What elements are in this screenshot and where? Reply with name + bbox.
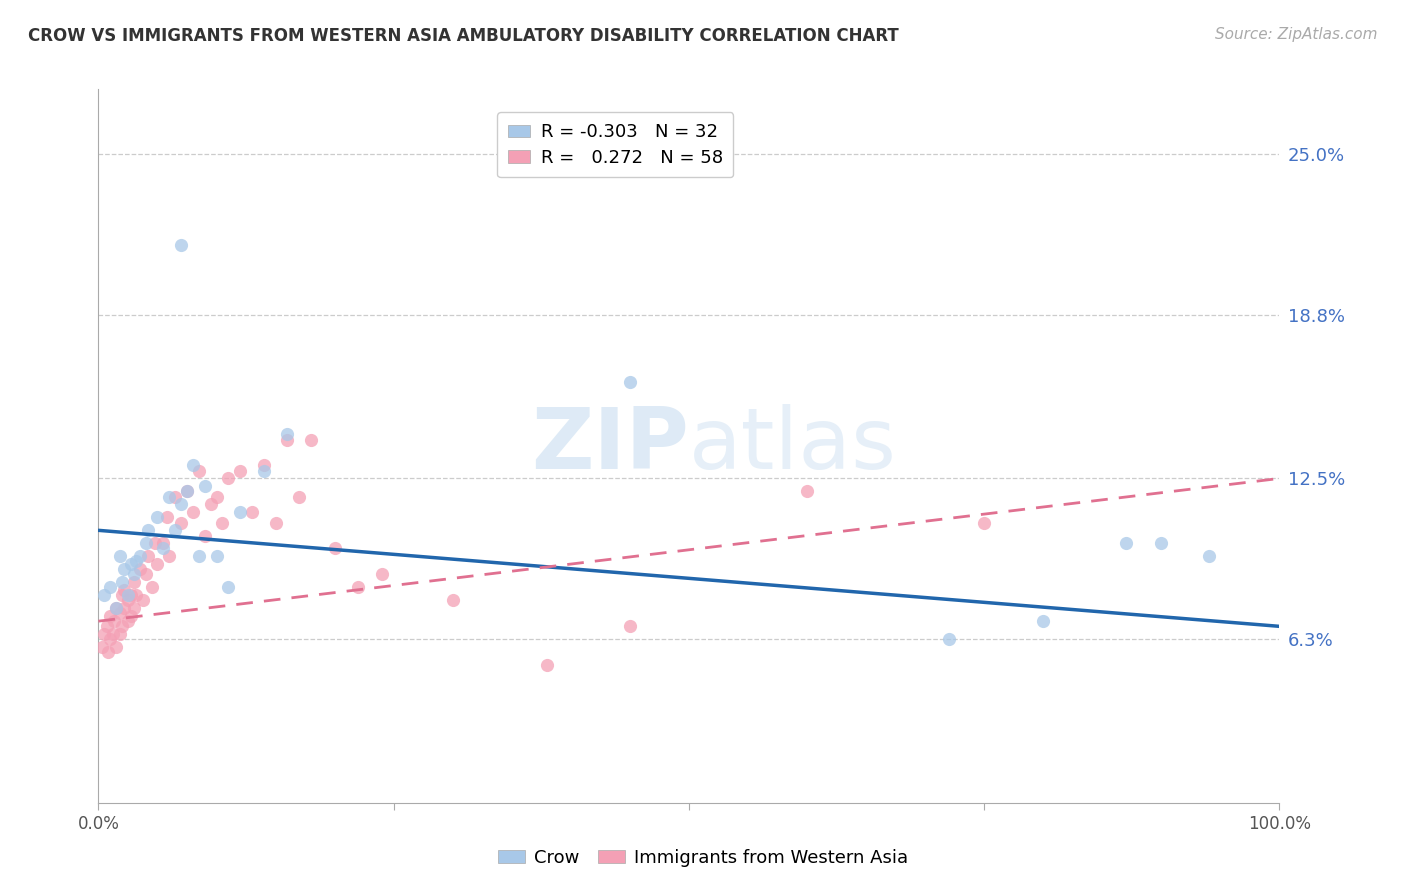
Point (93, 627, 115, 641)
Point (194, 528, 217, 542)
Point (108, 607, 131, 621)
Point (323, 541, 346, 556)
Point (253, 464, 276, 478)
Point (112, 582, 135, 597)
Point (211, 516, 233, 530)
Point (117, 593, 139, 607)
Point (170, 497, 193, 511)
Point (170, 238, 193, 252)
Point (156, 510, 179, 524)
Point (157, 490, 180, 504)
Point (299, 433, 322, 447)
Point (128, 562, 150, 576)
Point (1115, 536, 1137, 550)
Point (121, 609, 143, 624)
Point (264, 516, 287, 530)
Point (217, 581, 239, 595)
Point (111, 619, 134, 633)
Point (136, 549, 159, 564)
Point (122, 567, 145, 582)
Point (128, 549, 150, 564)
Point (101, 627, 124, 641)
Point (136, 524, 159, 538)
Point (1150, 536, 1173, 550)
Point (135, 536, 157, 550)
Point (125, 554, 148, 568)
Point (122, 601, 145, 615)
Point (125, 588, 148, 602)
Point (105, 640, 128, 654)
Point (973, 516, 995, 530)
Text: Source: ZipAtlas.com: Source: ZipAtlas.com (1215, 27, 1378, 42)
Point (619, 376, 641, 390)
Point (276, 427, 298, 442)
Point (176, 484, 198, 499)
Point (1032, 614, 1054, 628)
Point (146, 510, 169, 524)
Point (181, 505, 204, 519)
Point (276, 433, 298, 447)
Point (111, 575, 134, 590)
Point (938, 632, 960, 647)
Point (91, 640, 114, 654)
Point (253, 458, 276, 473)
Point (347, 581, 370, 595)
Point (205, 490, 228, 504)
Point (112, 562, 135, 576)
Point (181, 458, 204, 473)
Point (143, 536, 166, 550)
Point (97, 645, 120, 659)
Legend: R = -0.303   N = 32, R =   0.272   N = 58: R = -0.303 N = 32, R = 0.272 N = 58 (498, 112, 734, 178)
Text: ZIP: ZIP (531, 404, 689, 488)
Point (157, 549, 180, 564)
Point (122, 575, 145, 590)
Point (165, 490, 187, 504)
Point (117, 614, 139, 628)
Point (194, 479, 217, 493)
Point (205, 549, 228, 564)
Point (98, 581, 121, 595)
Point (96, 619, 118, 633)
Point (121, 588, 143, 602)
Point (105, 601, 128, 615)
Point (108, 549, 131, 564)
Point (93, 588, 115, 602)
Point (240, 505, 263, 519)
Point (132, 593, 155, 607)
Point (112, 601, 135, 615)
Point (796, 484, 818, 499)
Point (146, 557, 169, 571)
Point (152, 541, 174, 556)
Text: atlas: atlas (689, 404, 897, 488)
Point (103, 614, 125, 628)
Point (105, 601, 128, 615)
Point (121, 557, 143, 571)
Point (288, 490, 311, 504)
Point (111, 588, 134, 602)
Point (229, 464, 252, 478)
Point (619, 619, 641, 633)
Text: CROW VS IMMIGRANTS FROM WESTERN ASIA AMBULATORY DISABILITY CORRELATION CHART: CROW VS IMMIGRANTS FROM WESTERN ASIA AMB… (28, 27, 898, 45)
Point (98, 632, 121, 647)
Point (141, 581, 163, 595)
Point (176, 484, 198, 499)
Point (165, 524, 187, 538)
Point (200, 497, 222, 511)
Point (1198, 549, 1220, 564)
Point (217, 471, 239, 485)
Point (229, 505, 252, 519)
Point (170, 516, 193, 530)
Point (117, 588, 139, 602)
Point (108, 627, 131, 641)
Point (187, 549, 209, 564)
Legend: Crow, Immigrants from Western Asia: Crow, Immigrants from Western Asia (491, 842, 915, 874)
Point (135, 567, 157, 582)
Point (441, 593, 464, 607)
Point (98, 609, 121, 624)
Point (371, 567, 394, 582)
Point (187, 464, 209, 478)
Point (536, 658, 558, 673)
Point (152, 536, 174, 550)
